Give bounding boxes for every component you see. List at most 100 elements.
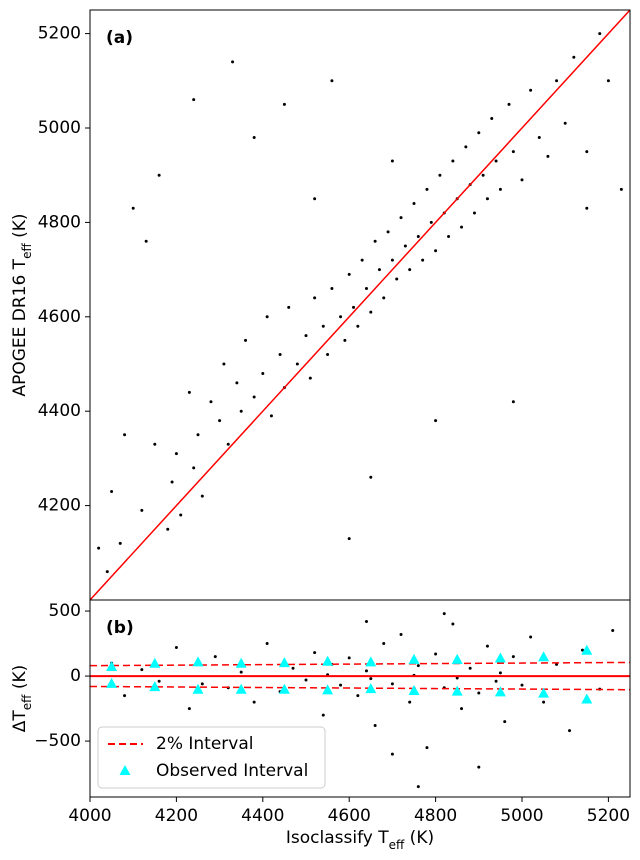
data-point xyxy=(416,664,420,668)
interval-marker xyxy=(581,693,593,704)
x-tick-label: 4000 xyxy=(68,806,111,826)
data-point xyxy=(352,305,356,309)
data-point xyxy=(425,746,429,750)
data-point xyxy=(520,178,524,182)
data-point xyxy=(304,678,308,682)
data-point xyxy=(498,671,502,675)
data-point xyxy=(503,720,507,724)
interval-marker xyxy=(322,655,334,666)
interval-marker xyxy=(278,683,290,694)
data-point xyxy=(140,668,144,672)
data-point xyxy=(123,694,127,698)
interval-line xyxy=(90,661,630,667)
data-point xyxy=(498,187,502,191)
axis-label-part: T xyxy=(10,258,30,270)
data-point xyxy=(598,32,602,36)
data-point xyxy=(196,433,200,437)
data-point xyxy=(192,98,196,102)
data-point xyxy=(347,537,351,541)
data-point xyxy=(386,230,390,234)
interval-marker xyxy=(451,653,463,664)
data-point xyxy=(308,376,312,380)
legend-label: Observed Interval xyxy=(156,761,308,781)
data-point xyxy=(399,216,403,220)
data-point xyxy=(157,679,161,683)
axis-label-part: Isoclassify xyxy=(286,828,378,848)
data-point xyxy=(265,642,269,646)
data-point xyxy=(110,489,114,493)
data-point xyxy=(464,145,468,149)
data-point xyxy=(347,656,351,660)
data-point xyxy=(291,666,295,670)
data-point xyxy=(416,235,420,239)
interval-marker xyxy=(235,657,247,668)
axis-label-part: Δ xyxy=(10,720,30,732)
data-point xyxy=(174,645,178,649)
y-tick-label: 4200 xyxy=(38,496,81,516)
data-point xyxy=(555,662,559,666)
data-point xyxy=(529,88,533,92)
y-tick-label: 4800 xyxy=(38,212,81,232)
axis-label-part: (K) xyxy=(404,828,434,848)
data-point xyxy=(606,79,610,83)
data-point xyxy=(209,400,213,404)
panel-label: (a) xyxy=(106,28,133,48)
data-point xyxy=(568,729,572,733)
data-point xyxy=(511,150,515,154)
data-point xyxy=(97,546,101,550)
data-point xyxy=(321,713,325,717)
data-point xyxy=(347,272,351,276)
interval-marker xyxy=(494,686,506,697)
data-point xyxy=(278,353,282,357)
data-point xyxy=(343,338,347,342)
data-point xyxy=(235,381,239,385)
legend-box xyxy=(97,726,326,789)
data-point xyxy=(187,707,191,711)
x-tick-label: 5200 xyxy=(587,806,630,826)
reference-line xyxy=(90,10,630,600)
data-point xyxy=(118,541,122,545)
data-point xyxy=(563,121,567,125)
plot-area xyxy=(90,612,630,789)
data-point xyxy=(442,612,446,616)
data-point xyxy=(105,570,109,574)
y-tick-label: 5200 xyxy=(38,24,81,44)
data-point xyxy=(200,682,204,686)
data-point xyxy=(304,334,308,338)
data-point xyxy=(131,206,135,210)
data-point xyxy=(166,527,170,531)
data-point xyxy=(390,258,394,262)
interval-marker xyxy=(538,687,550,698)
data-point xyxy=(369,310,373,314)
interval-marker xyxy=(408,653,420,664)
data-point xyxy=(382,642,386,646)
data-point xyxy=(434,249,438,253)
axis-label-part: eff xyxy=(389,838,405,852)
data-point xyxy=(403,244,407,248)
data-point xyxy=(537,135,541,139)
interval-marker xyxy=(235,683,247,694)
interval-marker xyxy=(365,683,377,694)
y-tick-label: 5000 xyxy=(38,118,81,138)
data-point xyxy=(369,475,373,479)
plot-area xyxy=(90,10,630,600)
data-point xyxy=(192,466,196,470)
x-tick-label: 5000 xyxy=(500,806,543,826)
data-point xyxy=(485,197,489,201)
data-point xyxy=(572,55,576,59)
interval-line xyxy=(90,685,630,691)
data-point xyxy=(123,433,127,437)
interval-marker xyxy=(538,651,550,662)
data-point xyxy=(434,419,438,423)
data-point xyxy=(529,635,533,639)
axis-label-part: (K) xyxy=(10,213,30,243)
data-point xyxy=(520,683,524,687)
data-point xyxy=(231,60,235,64)
interval-marker xyxy=(365,656,377,667)
data-point xyxy=(252,395,256,399)
data-point xyxy=(408,700,412,704)
data-point xyxy=(507,102,511,106)
interval-marker xyxy=(192,683,204,694)
data-point xyxy=(585,150,589,154)
